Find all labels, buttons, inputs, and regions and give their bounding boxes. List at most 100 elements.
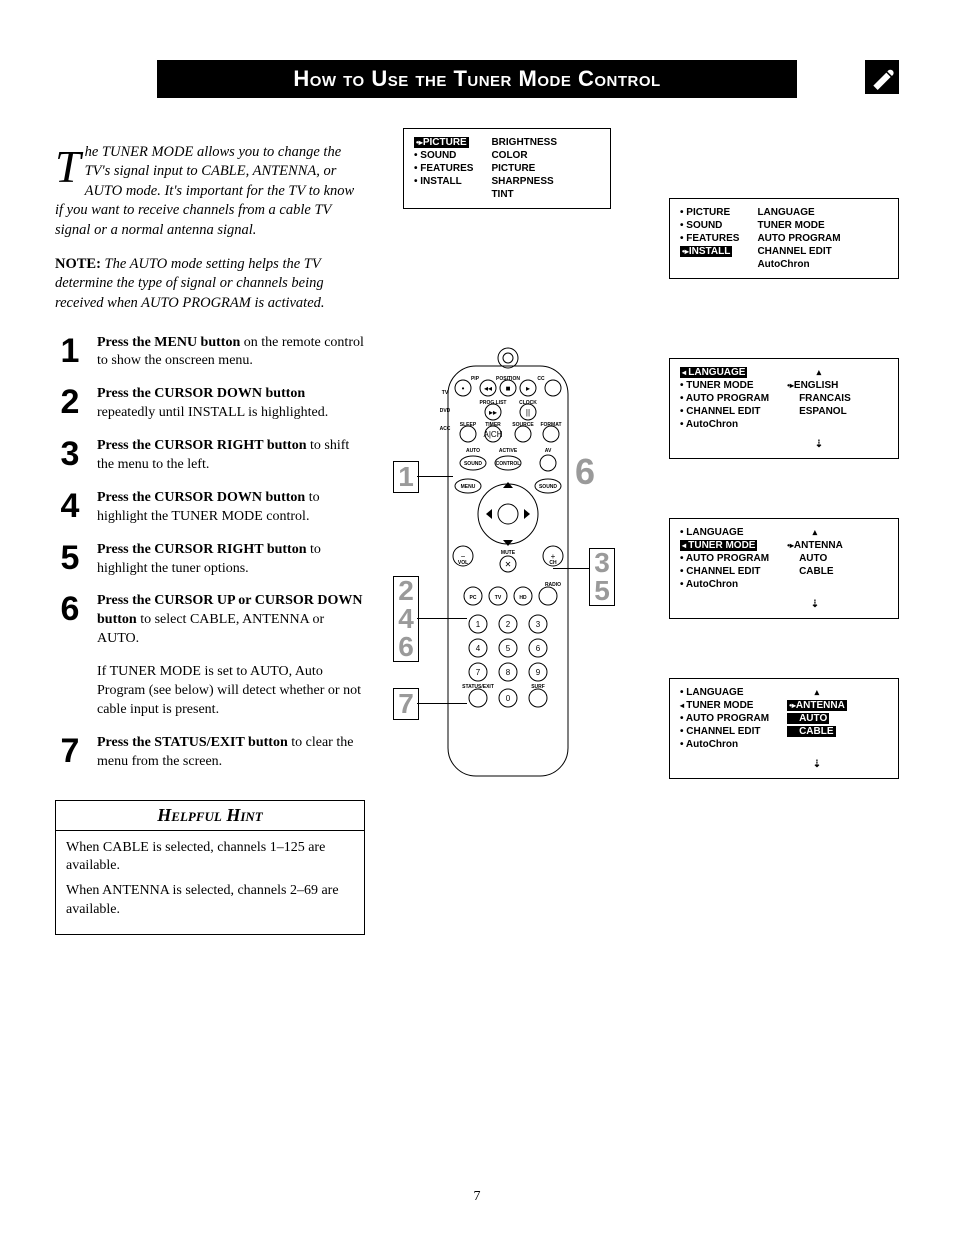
p1-left-0: PICTURE: [414, 137, 469, 148]
svg-text:POSITION: POSITION: [496, 376, 520, 382]
page-number: 7: [0, 1189, 954, 1205]
step-4-text: Press the CURSOR DOWN button to highligh…: [97, 489, 365, 527]
step-1-text: Press the MENU button on the remote cont…: [97, 334, 365, 372]
remote-corner-icon: [865, 60, 899, 94]
p1-right-4: TINT: [491, 189, 557, 200]
step-3: 3Press the CURSOR RIGHT button to shift …: [55, 437, 365, 475]
step-6-num: 6: [55, 592, 85, 649]
p5-right-2: CABLE: [787, 726, 835, 737]
step-5-num: 5: [55, 541, 85, 579]
note-text: NOTE: The AUTO mode setting helps the TV…: [55, 255, 365, 314]
p2-left-2: FEATURES: [680, 233, 739, 244]
callout-1: 1: [393, 461, 419, 493]
svg-text:CC: CC: [537, 376, 545, 382]
p4-left-0: LANGUAGE: [680, 527, 769, 538]
p2-left-3: INSTALL: [680, 246, 732, 257]
svg-text:◂◂: ◂◂: [484, 384, 492, 393]
hint-line-1: When CABLE is selected, channels 1–125 a…: [66, 839, 354, 877]
p4-right-1: AUTO: [787, 553, 843, 564]
svg-text:8: 8: [506, 668, 511, 677]
p5-left-0: LANGUAGE: [680, 687, 769, 698]
p4-left-3: CHANNEL EDIT: [680, 566, 769, 577]
p1-left-1: SOUND: [414, 150, 473, 161]
svg-text:1: 1: [476, 620, 481, 629]
step-4-num: 4: [55, 489, 85, 527]
intro-dropcap: T: [55, 149, 81, 186]
callout-7: 7: [393, 688, 419, 720]
svg-text:PIP: PIP: [471, 376, 480, 382]
p3-right-2: ESPANOL: [787, 406, 851, 417]
svg-text:9: 9: [536, 668, 541, 677]
p5-up-arrow: [787, 687, 847, 698]
p1-right-0: BRIGHTNESS: [491, 137, 557, 148]
svg-text:MUTE: MUTE: [501, 550, 516, 556]
svg-text:2: 2: [506, 620, 511, 629]
svg-text:FORMAT: FORMAT: [540, 422, 561, 428]
svg-text:PROG.LIST: PROG.LIST: [480, 400, 507, 406]
p2-right-3: CHANNEL EDIT: [757, 246, 840, 257]
svg-text:+: +: [551, 552, 556, 561]
p1-right-1: COLOR: [491, 150, 557, 161]
p1-left-3: INSTALL: [414, 176, 473, 187]
svg-text:▸▸: ▸▸: [489, 408, 497, 417]
callout-3-5: 35: [589, 548, 615, 606]
p5-left-1: TUNER MODE: [686, 700, 753, 711]
leader-35: [553, 568, 589, 569]
p3-left-4: AutoChron: [680, 419, 769, 430]
p2-right-1: TUNER MODE: [757, 220, 840, 231]
p4-up-arrow: [787, 527, 843, 538]
svg-text:SOUND: SOUND: [464, 461, 482, 467]
menu-panel-1: PICTURE SOUND FEATURES INSTALL BRIGHTNES…: [403, 128, 611, 209]
intro-body: he TUNER MODE allows you to change the T…: [55, 144, 354, 238]
svg-text:SLEEP: SLEEP: [460, 422, 477, 428]
helpful-hint-box: Helpful Hint When CABLE is selected, cha…: [55, 800, 365, 936]
step-6-text: Press the CURSOR UP or CURSOR DOWN butto…: [97, 592, 365, 649]
p2-right-0: LANGUAGE: [757, 207, 840, 218]
svg-text:TV: TV: [495, 595, 502, 601]
step-1-num: 1: [55, 334, 85, 372]
svg-text:■: ■: [506, 384, 511, 393]
callout-2-4-6: 246: [393, 576, 419, 662]
menu-panel-3: LANGUAGE TUNER MODE AUTO PROGRAM CHANNEL…: [669, 358, 899, 459]
p2-right-2: AUTO PROGRAM: [757, 233, 840, 244]
svg-text:5: 5: [506, 644, 511, 653]
svg-text:CONTROL: CONTROL: [496, 461, 521, 467]
step-5: 5Press the CURSOR RIGHT button to highli…: [55, 541, 365, 579]
step-6-extra: If TUNER MODE is set to AUTO, Auto Progr…: [97, 663, 365, 720]
p1-right-2: PICTURE: [491, 163, 557, 174]
step-7: 7Press the STATUS/EXIT button to clear t…: [55, 734, 365, 772]
svg-text:MENU: MENU: [461, 484, 476, 490]
svg-text:3: 3: [536, 620, 541, 629]
menu-panel-5: LANGUAGE TUNER MODE AUTO PROGRAM CHANNEL…: [669, 678, 899, 779]
step-2-text: Press the CURSOR DOWN button repeatedly …: [97, 385, 365, 423]
svg-text:TV: TV: [442, 390, 449, 396]
svg-text:✕: ✕: [505, 560, 512, 569]
p5-left-4: AutoChron: [680, 739, 769, 750]
intro-text: The TUNER MODE allows you to change the …: [55, 143, 365, 241]
svg-text:A|CH: A|CH: [484, 430, 503, 439]
page-title: How to Use the Tuner Mode Control: [157, 60, 797, 98]
svg-text:▸: ▸: [526, 384, 530, 393]
step-4: 4 Press the CURSOR DOWN button to highlig…: [55, 489, 365, 527]
p4-left-1: TUNER MODE: [680, 540, 757, 551]
p3-up-arrow: [787, 367, 851, 378]
svg-text:AUTO: AUTO: [466, 448, 480, 454]
svg-text:7: 7: [476, 668, 481, 677]
svg-text:CLOCK: CLOCK: [519, 400, 537, 406]
diagram-area: PICTURE SOUND FEATURES INSTALL BRIGHTNES…: [393, 128, 899, 908]
p2-left-1: SOUND: [680, 220, 739, 231]
helpful-hint-title: Helpful Hint: [56, 801, 364, 831]
p3-left-3: CHANNEL EDIT: [680, 406, 769, 417]
svg-text:PC: PC: [470, 595, 477, 601]
leader-246: [417, 618, 467, 619]
p3-right-1: FRANCAIS: [787, 393, 851, 404]
svg-text:−: −: [461, 552, 466, 561]
callout-6-right: 6: [575, 452, 603, 492]
p4-left-2: AUTO PROGRAM: [680, 553, 769, 564]
step-7-num: 7: [55, 734, 85, 772]
p4-right-2: CABLE: [787, 566, 843, 577]
p1-left-2: FEATURES: [414, 163, 473, 174]
p2-right-4: AutoChron: [757, 259, 840, 270]
svg-text:SOUND: SOUND: [539, 484, 557, 490]
p3-left-0: LANGUAGE: [680, 367, 747, 378]
